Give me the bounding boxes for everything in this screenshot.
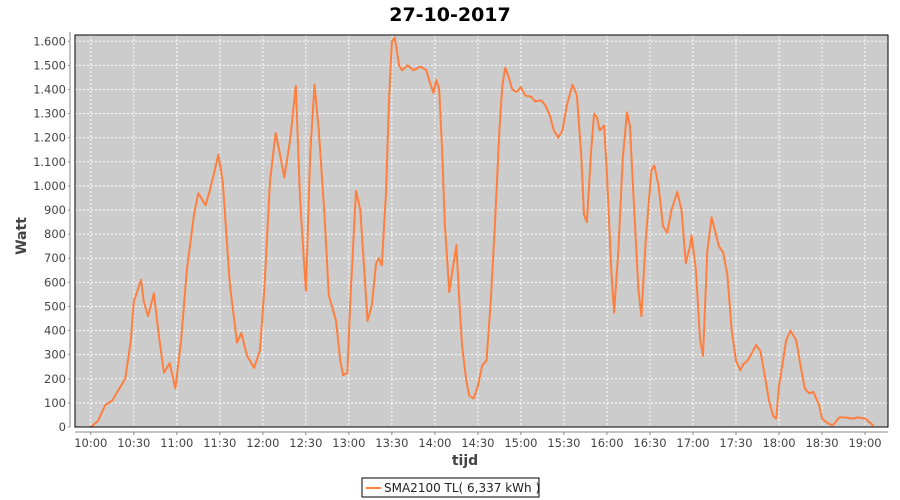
x-tick-label: 14:00	[418, 436, 451, 450]
y-tick-label: 700	[44, 251, 66, 265]
y-tick-label: 100	[44, 396, 66, 410]
x-tick-label: 15:30	[547, 436, 580, 450]
x-tick-label: 18:30	[805, 436, 838, 450]
x-tick-label: 11:00	[160, 436, 193, 450]
x-tick-label: 16:00	[590, 436, 623, 450]
plot-border	[74, 34, 889, 428]
legend-box	[361, 477, 540, 498]
x-tick-label: 15:00	[504, 436, 537, 450]
x-tick-label: 18:00	[762, 436, 795, 450]
x-tick-label: 19:00	[848, 436, 881, 450]
x-tick-label: 17:30	[719, 436, 752, 450]
y-tick-label: 1.400	[33, 82, 66, 96]
y-tick-label: 200	[44, 372, 66, 386]
y-axis: 0 100 200 300 400 500 600 700 800 900 1.000 1.100 1.…	[33, 32, 71, 434]
y-tick-label: 800	[44, 227, 66, 241]
y-tick-label: 1.200	[33, 131, 66, 145]
x-tick-label: 10:30	[117, 436, 150, 450]
y-tick-label: 0	[59, 420, 66, 434]
legend: SMA2100 TL( 6,337 kWh )	[361, 477, 540, 498]
y-tick-label: 500	[44, 299, 66, 313]
grid-lines	[75, 35, 888, 427]
x-tick-label: 17:00	[676, 436, 709, 450]
x-tick-label: 11:30	[203, 436, 236, 450]
x-tick-label: 12:30	[289, 436, 322, 450]
y-tick-label: 1.000	[33, 179, 66, 193]
x-tick-label: 13:00	[332, 436, 365, 450]
y-tick-label: 400	[44, 324, 66, 338]
x-tick-label: 13:30	[375, 436, 408, 450]
chart-title: 27-10-2017	[389, 4, 511, 26]
x-tick-label: 10:00	[74, 436, 107, 450]
y-tick-label: 1.100	[33, 155, 66, 169]
x-tick-label: 12:00	[246, 436, 279, 450]
x-tick-label: 16:30	[633, 436, 666, 450]
y-tick-label: 900	[44, 203, 66, 217]
y-tick-label: 300	[44, 348, 66, 362]
plot-area	[75, 35, 888, 427]
y-tick-label: 1.600	[33, 34, 66, 48]
y-tick-label: 1.500	[33, 58, 66, 72]
y-tick-label: 1.300	[33, 107, 66, 121]
legend-label: SMA2100 TL( 6,337 kWh )	[384, 481, 540, 495]
x-axis: 10:00 10:30 11:00 11:30 12:00 12:30 13:00 13:30…	[74, 431, 888, 450]
y-axis-label: Watt	[14, 217, 30, 255]
series-line	[90, 36, 875, 428]
x-axis-label: tijd	[452, 453, 478, 469]
x-tick-label: 14:30	[461, 436, 494, 450]
y-tick-label: 600	[44, 275, 66, 289]
